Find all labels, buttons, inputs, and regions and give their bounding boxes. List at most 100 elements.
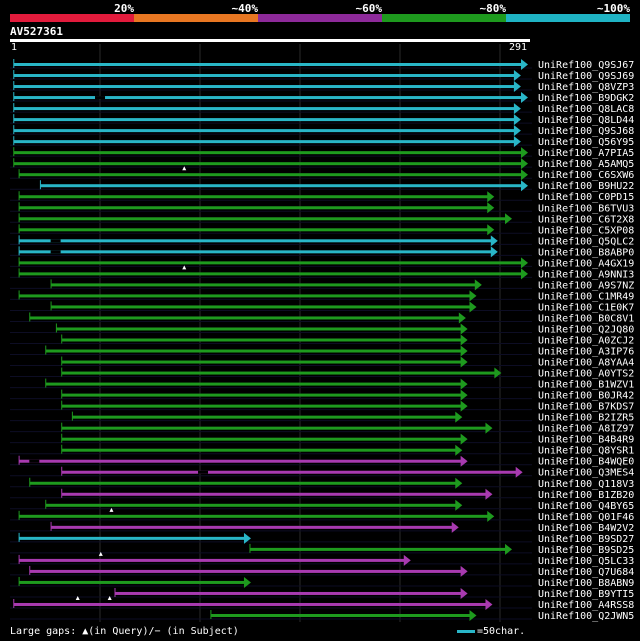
hit-label: UniRef100_B6TVU3: [538, 203, 634, 214]
hit-arrow: [460, 323, 468, 335]
hit-arrow: [485, 488, 493, 500]
hit-label: UniRef100_Q9SJ68: [538, 126, 634, 137]
hit-bar: [19, 250, 493, 254]
hit-label: UniRef100_B9HU22: [538, 181, 634, 192]
hit-label: UniRef100_A4GX19: [538, 258, 634, 269]
hit-arrow: [487, 202, 495, 214]
hit-arrow: [243, 532, 251, 544]
hit-label: UniRef100_B4B4R9: [538, 435, 634, 446]
query-gap-marker: [75, 595, 80, 600]
hit-arrow: [460, 378, 468, 390]
hit-arrow: [460, 587, 468, 599]
hit-bar: [29, 481, 458, 485]
hit-label: UniRef100_Q4BY65: [538, 501, 634, 512]
hit-bar: [13, 107, 516, 111]
hit-arrow: [513, 103, 521, 115]
legend-label-100: ~100%: [596, 2, 630, 15]
subject-gap-marker: [95, 96, 106, 100]
hit-label: UniRef100_C6T2X8: [538, 214, 634, 225]
hit-bar: [13, 63, 524, 66]
hit-arrow: [513, 136, 521, 148]
hit-label: UniRef100_B0C8V1: [538, 313, 634, 324]
hit-bar: [19, 558, 406, 562]
hit-arrow: [458, 312, 466, 324]
legend-swatch-40: [134, 14, 258, 22]
hit-label: UniRef100_Q01F46: [538, 512, 634, 523]
query-id: AV527361: [10, 25, 63, 38]
hit-label: UniRef100_B4WQE0: [538, 457, 634, 468]
hit-bar: [29, 569, 463, 573]
hit-bar: [45, 349, 463, 353]
subject-gap-marker: [50, 250, 61, 254]
hit-bar: [61, 492, 488, 496]
hit-bar: [13, 151, 524, 155]
subject-gap-marker: [50, 239, 61, 243]
hit-label: UniRef100_Q5QLC2: [538, 236, 634, 247]
hit-label: UniRef100_B8ABP0: [538, 247, 634, 258]
query-gap-marker: [182, 166, 187, 171]
hit-arrow: [460, 433, 468, 445]
hit-arrow: [521, 59, 528, 70]
hit-label: UniRef100_Q56Y95: [538, 137, 634, 148]
hit-label: UniRef100_Q8YSR1: [538, 446, 634, 457]
hit-label: UniRef100_B8ABN9: [538, 578, 634, 589]
hit-bar: [51, 525, 454, 529]
hit-bar: [19, 206, 490, 210]
hit-bar: [13, 85, 516, 89]
hit-arrow: [460, 356, 468, 368]
legend-swatch-60: [258, 14, 382, 22]
hit-arrow: [521, 169, 528, 181]
hit-arrow: [490, 246, 498, 258]
hit-bar: [19, 294, 472, 298]
hit-arrow: [521, 158, 528, 170]
hit-bar: [40, 184, 524, 188]
hit-label: UniRef100_Q8LD44: [538, 115, 634, 126]
hit-label: UniRef100_A0YTS2: [538, 369, 634, 380]
hit-bar: [19, 239, 493, 243]
query-gap-marker: [109, 507, 114, 512]
hit-arrow: [490, 235, 498, 247]
hit-label: UniRef100_Q2JWN5: [538, 611, 634, 622]
hit-bar: [19, 173, 523, 177]
hit-bar: [61, 371, 497, 375]
hit-label: UniRef100_C1MR49: [538, 291, 634, 302]
hit-bar: [210, 614, 472, 617]
hit-label: UniRef100_A4RSS8: [538, 600, 634, 611]
hit-bar: [13, 118, 516, 122]
hit-arrow: [515, 466, 523, 478]
hit-arrow: [460, 400, 468, 412]
hit-label: UniRef100_Q9SJ67: [538, 60, 634, 71]
hit-arrow: [469, 290, 477, 302]
hit-bar: [61, 437, 463, 441]
hit-arrow: [460, 345, 468, 357]
hit-label: UniRef100_A9NNI3: [538, 269, 634, 280]
hit-arrow: [460, 389, 468, 401]
subject-gap-marker: [198, 470, 209, 474]
hit-label: UniRef100_Q9SJ69: [538, 71, 634, 82]
hit-bar: [115, 591, 463, 595]
hit-bar: [61, 448, 458, 452]
legend-swatch-100: [506, 14, 630, 22]
hit-label: UniRef100_B1WZV1: [538, 380, 634, 391]
hit-label: UniRef100_Q8VZP3: [538, 82, 634, 93]
hit-label: UniRef100_C5XP08: [538, 225, 634, 236]
hit-arrow: [455, 477, 463, 489]
hit-arrow: [474, 279, 482, 291]
hit-label: UniRef100_A8IZ97: [538, 424, 634, 435]
hit-bar: [13, 140, 516, 144]
hit-arrow: [455, 444, 463, 456]
hit-label: UniRef100_Q5LC33: [538, 556, 634, 567]
hit-bar: [45, 503, 458, 507]
hit-bar: [61, 470, 518, 474]
legend-label-20: 20%: [114, 2, 134, 15]
hit-label: UniRef100_A5AMQ5: [538, 159, 634, 170]
hit-label: UniRef100_Q2JQ80: [538, 324, 634, 335]
hit-label: UniRef100_A9S7NZ: [538, 280, 634, 291]
hit-label: UniRef100_B7KDS7: [538, 402, 634, 413]
hit-arrow: [513, 81, 521, 93]
hit-arrow: [513, 114, 521, 126]
hit-label: UniRef100_B9SD27: [538, 534, 634, 545]
hit-bar: [13, 162, 524, 166]
hit-arrow: [521, 147, 528, 159]
hit-bar: [61, 426, 488, 430]
